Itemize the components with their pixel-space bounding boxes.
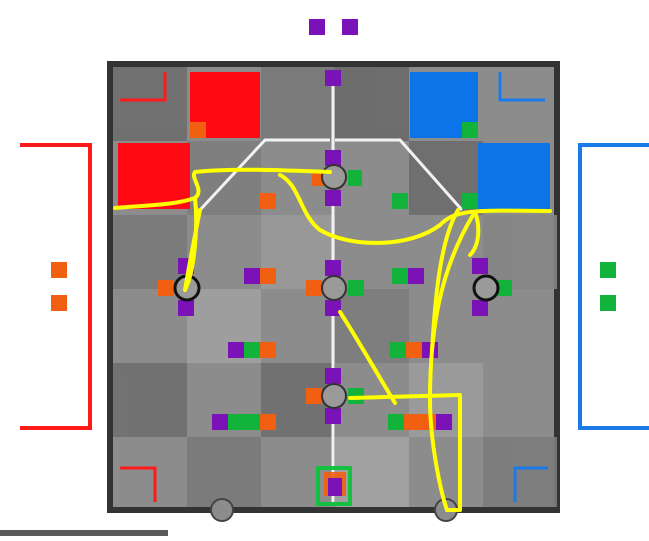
hub-center — [306, 260, 364, 316]
bottom-goal — [316, 466, 352, 506]
hub-top — [312, 150, 362, 206]
robot-left — [210, 498, 234, 522]
hub-right — [472, 258, 512, 316]
purple-cube — [342, 19, 358, 35]
green-cube — [600, 295, 616, 311]
purple-cube — [309, 19, 325, 35]
field-tiles — [113, 67, 557, 507]
blue-home-zone — [478, 143, 550, 209]
orange-cube — [51, 295, 67, 311]
red-home-zone — [118, 143, 190, 209]
corner-markers — [120, 72, 548, 502]
red-side-goal — [20, 143, 92, 430]
bottom-edge-bar — [0, 530, 168, 536]
green-cube — [600, 262, 616, 278]
hub-bottom — [306, 368, 364, 424]
orange-cube — [51, 262, 67, 278]
purple-cube — [325, 70, 341, 86]
loose-cubes — [190, 122, 478, 430]
blue-side-goal — [578, 143, 649, 430]
freehand-path — [113, 167, 552, 512]
